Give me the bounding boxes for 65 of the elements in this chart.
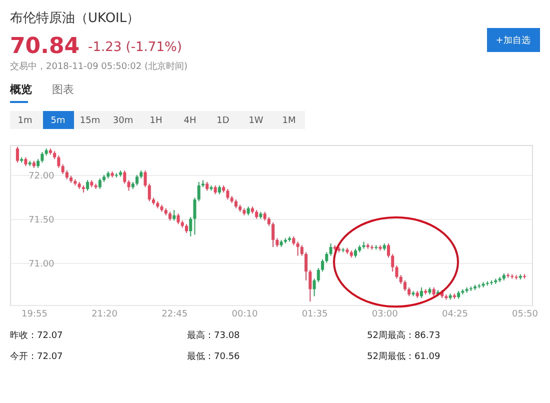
x-tick-label: 19:55 [21, 310, 48, 320]
text: 52周最低：61.09 [367, 351, 440, 362]
candlestick [304, 252, 308, 281]
text: 1D [216, 116, 230, 126]
candlestick [308, 269, 312, 302]
candlestick [61, 164, 64, 175]
candlestick [16, 146, 19, 164]
text: 1m [18, 116, 32, 126]
candlestick [193, 197, 196, 236]
candlestick [300, 244, 304, 256]
text: +加自选 [496, 35, 530, 46]
candlestick [127, 180, 130, 192]
x-tick-label: 00:10 [232, 310, 258, 320]
x-tick-label: 22:45 [162, 310, 188, 320]
text: 交易中，2018-11-09 05:50:02 (北京时间) [10, 61, 188, 72]
candlestick [197, 181, 200, 202]
x-tick-label: 05:50 [512, 310, 538, 320]
text: 昨收：72.07 [10, 330, 63, 341]
candlestick [316, 268, 320, 283]
text: 4H [184, 116, 196, 126]
text: 1M [282, 116, 296, 126]
candlestick [98, 178, 102, 190]
candlestick [148, 183, 151, 202]
candlestick [312, 278, 316, 297]
text: 70.84 [10, 34, 80, 59]
text: 1W [248, 116, 264, 126]
candlestick [395, 264, 398, 280]
candlestick [144, 170, 147, 188]
candlestick [325, 252, 328, 264]
text: 1H [150, 116, 162, 126]
y-tick-label: 72.00 [28, 171, 55, 182]
candlestick [272, 222, 275, 248]
text: 15m [80, 116, 100, 126]
candlestick [226, 188, 230, 200]
candlestick [189, 216, 192, 237]
candlestick [86, 180, 90, 192]
candlestick [40, 152, 44, 164]
candlestick [136, 174, 139, 186]
text: 最低：70.56 [187, 351, 240, 362]
candlestick [391, 254, 394, 272]
text: -1.23 (-1.71%) [88, 40, 182, 55]
text: 最高：73.08 [187, 330, 240, 341]
candlestick [403, 280, 406, 292]
x-tick-label: 03:00 [372, 310, 398, 320]
candlestick [420, 286, 423, 298]
x-tick-label: 04:25 [442, 310, 468, 320]
text: 图表 [52, 83, 74, 96]
y-tick-label: 71.50 [28, 215, 55, 226]
chart-title: 布伦特原油（UKOIL） [10, 11, 140, 26]
candlestick [123, 170, 126, 184]
text: 5m [50, 116, 66, 126]
text: 30m [112, 116, 134, 126]
text: 今开：72.07 [10, 351, 63, 362]
candlestick [172, 210, 176, 222]
candlestick [329, 242, 332, 256]
x-tick-label: 21:20 [92, 310, 118, 320]
candlestick [321, 258, 324, 272]
text: 52周最高：86.73 [367, 330, 440, 341]
y-tick-label: 71.00 [28, 259, 55, 270]
candlestick [296, 241, 300, 256]
candlestick [57, 155, 60, 168]
candlestick [176, 213, 180, 225]
candlestick [386, 242, 390, 258]
text: 概览 [9, 83, 32, 96]
x-tick-label: 01:35 [302, 310, 328, 320]
